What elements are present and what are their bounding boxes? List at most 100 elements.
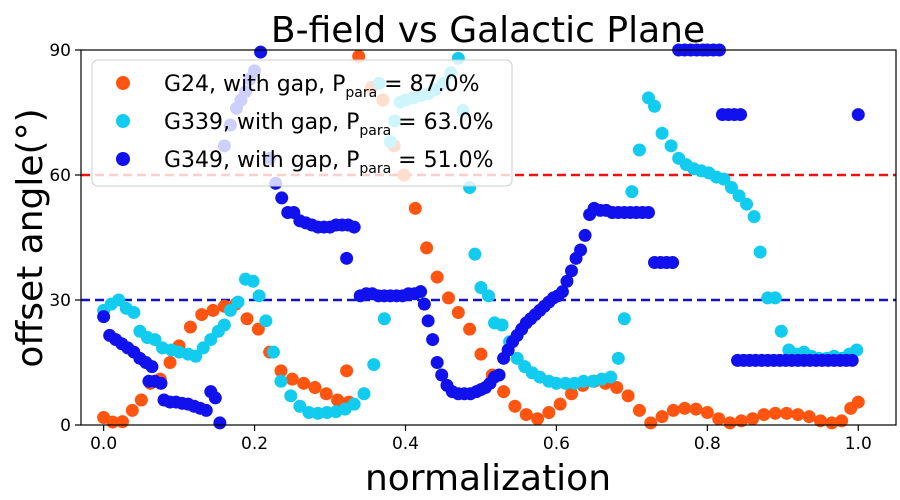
legend: G24, with gap, Ppara = 87.0% G339, with g… — [91, 59, 513, 187]
data-point — [208, 391, 222, 405]
data-point — [510, 351, 524, 365]
data-point — [734, 414, 748, 428]
data-point — [565, 387, 579, 401]
data-point — [604, 370, 618, 384]
x-tick-label: 0.6 — [543, 434, 570, 454]
data-point — [420, 241, 434, 255]
data-point — [641, 206, 655, 219]
data-point — [666, 256, 680, 269]
data-point — [266, 345, 280, 359]
data-point — [632, 403, 646, 417]
data-point — [845, 353, 859, 367]
data-point — [577, 374, 591, 388]
data-point — [768, 406, 782, 420]
data-point — [555, 285, 569, 299]
data-point — [519, 408, 533, 422]
data-point — [231, 295, 245, 309]
plot-border — [80, 49, 897, 426]
data-point — [655, 126, 669, 140]
data-point — [482, 289, 495, 303]
data-point — [621, 389, 635, 403]
data-point — [274, 364, 288, 378]
data-point — [542, 406, 556, 419]
data-point — [414, 285, 428, 299]
legend-marker — [116, 152, 130, 166]
data-point — [285, 372, 299, 386]
y-axis-label: offset angle(°) — [10, 108, 51, 367]
data-point — [753, 245, 767, 259]
data-point — [331, 393, 345, 407]
data-point — [275, 191, 289, 205]
data-point — [768, 291, 782, 305]
data-point — [206, 303, 220, 317]
x-axis-label: normalization — [365, 458, 611, 499]
data-point — [421, 314, 435, 328]
data-point — [497, 385, 511, 399]
data-point — [163, 356, 177, 369]
data-point — [468, 247, 482, 261]
legend-label: G339, with gap, Ppara = 63.0% — [164, 110, 493, 139]
data-point — [802, 410, 816, 424]
data-point — [97, 310, 111, 324]
data-point — [204, 333, 218, 347]
data-point — [240, 312, 254, 326]
data-point — [747, 210, 761, 224]
data-point — [495, 318, 509, 332]
data-point — [851, 108, 865, 122]
legend-label: G349, with gap, Ppara = 51.0% — [164, 148, 493, 177]
data-point — [145, 360, 159, 374]
data-point — [689, 402, 703, 416]
data-point — [740, 197, 754, 211]
data-point — [724, 181, 738, 194]
x-tick-label: 0.0 — [90, 434, 117, 454]
data-point — [531, 412, 545, 426]
data-point — [442, 291, 456, 305]
data-point — [732, 189, 746, 203]
data-point — [451, 306, 465, 319]
x-tick-label: 0.2 — [241, 434, 268, 454]
data-point — [223, 303, 237, 317]
data-point — [340, 364, 354, 378]
data-point — [199, 403, 213, 417]
data-point — [474, 347, 488, 361]
y-tick-label: 30 — [49, 291, 71, 311]
data-point — [560, 274, 574, 288]
data-point — [251, 322, 265, 336]
data-point — [717, 172, 731, 186]
data-point — [780, 406, 794, 420]
data-point — [723, 416, 737, 430]
data-point — [712, 412, 726, 426]
data-point — [734, 108, 748, 122]
x-tick-label: 0.8 — [694, 434, 721, 454]
data-point — [435, 368, 449, 382]
data-point — [284, 389, 298, 403]
y-tick-label: 90 — [49, 41, 71, 61]
data-point — [430, 356, 444, 369]
data-point — [553, 397, 567, 411]
chart-title: B-field vs Galactic Plane — [271, 10, 705, 51]
data-point — [259, 314, 273, 328]
data-point — [644, 416, 658, 430]
data-point — [574, 243, 588, 257]
data-point — [112, 293, 126, 307]
data-point — [308, 381, 322, 394]
data-point — [213, 416, 227, 430]
data-point — [549, 376, 563, 390]
data-point — [125, 403, 139, 417]
data-point — [377, 312, 391, 326]
data-point — [558, 376, 572, 390]
data-point — [757, 408, 771, 422]
data-point — [664, 139, 678, 153]
data-point — [508, 399, 522, 413]
data-point — [610, 381, 624, 394]
data-point — [625, 185, 639, 199]
data-point — [700, 406, 714, 419]
data-point — [617, 312, 631, 326]
data-point — [297, 376, 311, 390]
legend-marker — [116, 76, 130, 90]
data-point — [196, 341, 210, 355]
data-point — [666, 403, 680, 417]
data-point — [746, 412, 760, 426]
data-point — [367, 358, 381, 372]
